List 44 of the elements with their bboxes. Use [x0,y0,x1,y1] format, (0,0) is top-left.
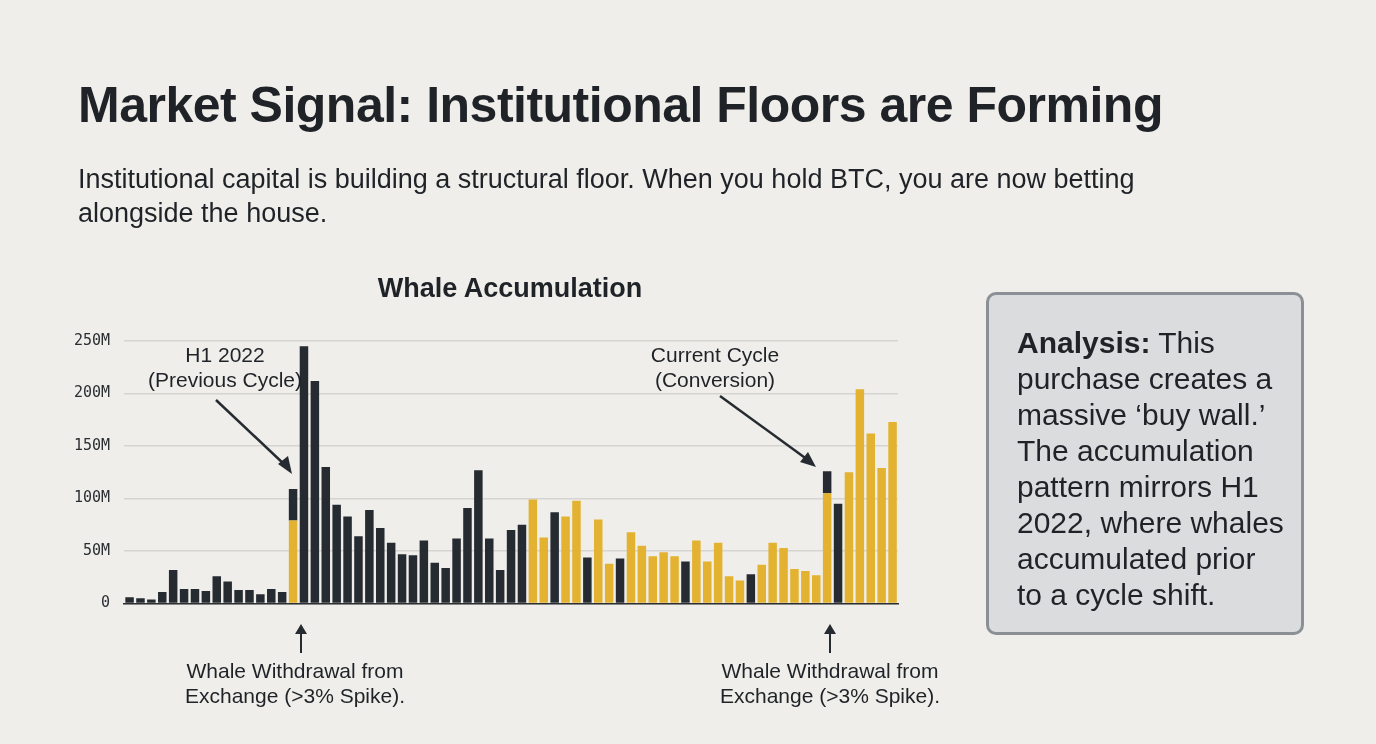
bar [572,500,581,603]
bar [648,556,658,603]
bar [855,389,865,603]
bar [594,519,603,603]
bar [626,532,636,603]
y-tick-label: 100M [74,488,111,507]
bar [779,547,788,603]
text: Whale Accumulation [376,273,644,303]
bar [790,568,799,603]
bar [692,540,701,603]
bar [724,576,734,603]
text: Whale Withdrawal from Exchange (>3% Spike). [718,658,941,708]
bar [539,537,549,603]
y-tick-label: 250M [74,330,111,349]
bar [528,499,538,603]
text: Analysis: This purchase creates a massive ‘buy wall.’ The accumulation pattern mirrors H1 2022, where whales accumulated prior to a cycle shift. [1017,326,1284,611]
bar [288,489,298,521]
bar [713,542,723,603]
bar [735,580,745,603]
bar [877,468,886,603]
y-tick-label: 50M [83,540,111,559]
bar [604,563,614,603]
text: Whale Withdrawal from Exchange (>3% Spike). [183,658,406,708]
chart-subtitle: Institutional capital is building a structural floor. When you hold BTC, you are now betting alongside the house. [78,163,1136,230]
bar [866,433,875,603]
bar [659,552,668,603]
bar [670,556,679,603]
bar [703,561,712,603]
annotation: Current Cycle (Conversion) [649,342,781,392]
bar [822,493,832,603]
bar [822,471,832,494]
bar [288,520,298,603]
chart-title: Market Signal: Institutional Floors are Forming [78,76,1163,134]
bar [768,542,777,603]
bar [801,571,810,603]
bar [757,564,767,603]
bar [812,575,821,603]
bar [844,472,854,603]
y-tick-label: 150M [74,435,111,454]
bar [637,545,647,603]
y-tick-label: 0 [101,593,111,612]
bar [561,516,570,603]
bar [888,421,897,603]
y-tick-label: 200M [74,383,111,402]
